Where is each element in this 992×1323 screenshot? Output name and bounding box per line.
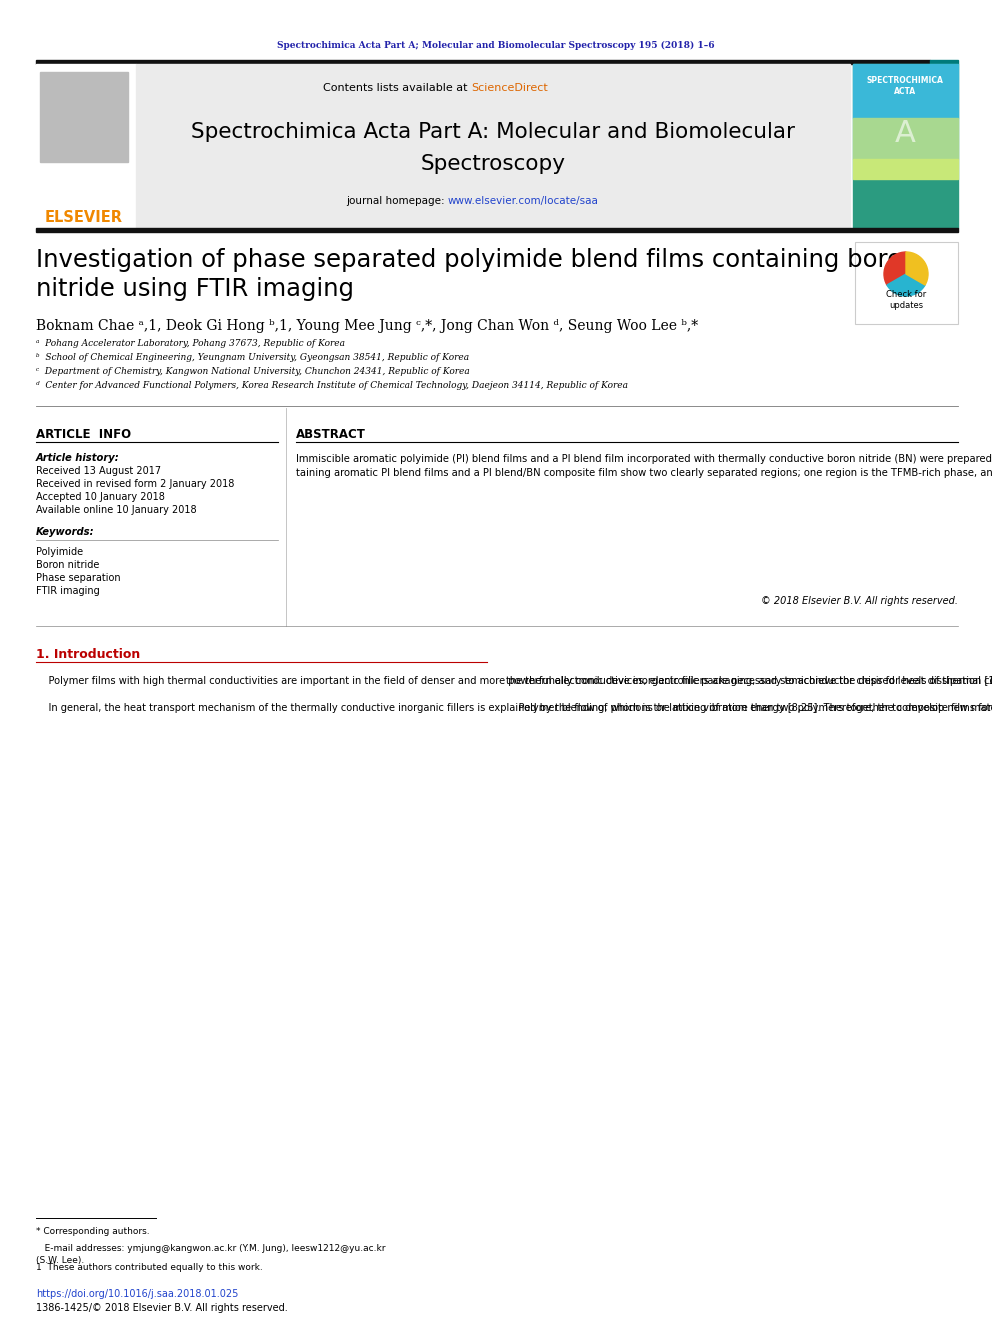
Text: Spectrochimica Acta Part A; Molecular and Biomolecular Spectroscopy 195 (2018) 1: Spectrochimica Acta Part A; Molecular an… xyxy=(277,41,715,49)
Text: Boknam Chae ᵃ,1, Deok Gi Hong ᵇ,1, Young Mee Jung ᶜ,*, Jong Chan Won ᵈ, Seung Wo: Boknam Chae ᵃ,1, Deok Gi Hong ᵇ,1, Young… xyxy=(36,319,698,333)
Text: Polyimide: Polyimide xyxy=(36,546,83,557)
Text: Accepted 10 January 2018: Accepted 10 January 2018 xyxy=(36,492,165,501)
Text: journal homepage:: journal homepage: xyxy=(346,196,448,206)
Text: ᵈ  Center for Advanced Functional Polymers, Korea Research Institute of Chemical: ᵈ Center for Advanced Functional Polymer… xyxy=(36,381,628,390)
Text: * Corresponding authors.: * Corresponding authors. xyxy=(36,1228,150,1237)
Text: Polymer films with high thermal conductivities are important in the field of den: Polymer films with high thermal conducti… xyxy=(36,676,992,713)
Text: ᵇ  School of Chemical Engineering, Yeungnam University, Gyeongsan 38541, Republi: ᵇ School of Chemical Engineering, Yeungn… xyxy=(36,353,469,363)
Text: Contents lists available at: Contents lists available at xyxy=(323,83,471,93)
Bar xyxy=(853,159,958,179)
Text: ᵃ  Pohang Accelerator Laboratory, Pohang 37673, Republic of Korea: ᵃ Pohang Accelerator Laboratory, Pohang … xyxy=(36,340,345,348)
Text: ᶜ  Department of Chemistry, Kangwon National University, Chunchon 24341, Republi: ᶜ Department of Chemistry, Kangwon Natio… xyxy=(36,368,470,377)
Bar xyxy=(855,242,958,324)
Text: ARTICLE  INFO: ARTICLE INFO xyxy=(36,427,131,441)
Bar xyxy=(853,64,958,228)
Bar xyxy=(853,118,958,159)
Text: Keywords:: Keywords: xyxy=(36,527,94,537)
Bar xyxy=(930,60,958,64)
Wedge shape xyxy=(906,251,928,284)
Text: E-mail addresses: ymjung@kangwon.ac.kr (Y.M. Jung), leesw1212@yu.ac.kr
(S.W. Lee: E-mail addresses: ymjung@kangwon.ac.kr (… xyxy=(36,1244,386,1265)
Text: © 2018 Elsevier B.V. All rights reserved.: © 2018 Elsevier B.V. All rights reserved… xyxy=(761,595,958,606)
Text: www.elsevier.com/locate/saa: www.elsevier.com/locate/saa xyxy=(448,196,599,206)
Text: ABSTRACT: ABSTRACT xyxy=(296,427,366,441)
Text: Spectrochimica Acta Part A: Molecular and Biomolecular: Spectrochimica Acta Part A: Molecular an… xyxy=(191,122,795,142)
Text: Spectroscopy: Spectroscopy xyxy=(421,153,565,175)
Text: A: A xyxy=(895,119,916,148)
Bar xyxy=(853,64,958,118)
Text: 1. Introduction: 1. Introduction xyxy=(36,647,140,660)
Wedge shape xyxy=(884,251,906,284)
Text: Received in revised form 2 January 2018: Received in revised form 2 January 2018 xyxy=(36,479,234,490)
Wedge shape xyxy=(887,274,926,296)
Text: ELSEVIER: ELSEVIER xyxy=(45,210,123,225)
Text: 1386-1425/© 2018 Elsevier B.V. All rights reserved.: 1386-1425/© 2018 Elsevier B.V. All right… xyxy=(36,1303,288,1312)
Text: Boron nitride: Boron nitride xyxy=(36,560,99,570)
Text: FTIR imaging: FTIR imaging xyxy=(36,586,100,595)
Bar xyxy=(36,60,930,64)
Text: Check for
updates: Check for updates xyxy=(886,290,927,310)
Text: SPECTROCHIMICA
ACTA: SPECTROCHIMICA ACTA xyxy=(867,77,943,95)
Text: 1  These authors contributed equally to this work.: 1 These authors contributed equally to t… xyxy=(36,1263,263,1273)
Bar xyxy=(36,64,136,228)
Text: Available online 10 January 2018: Available online 10 January 2018 xyxy=(36,505,196,515)
Text: https://doi.org/10.1016/j.saa.2018.01.025: https://doi.org/10.1016/j.saa.2018.01.02… xyxy=(36,1289,238,1299)
Bar xyxy=(136,64,850,228)
Bar xyxy=(36,228,958,232)
Text: ScienceDirect: ScienceDirect xyxy=(471,83,548,93)
Text: the thermally conductive inorganic fillers are necessary to achieve the desired : the thermally conductive inorganic fille… xyxy=(506,676,992,713)
Text: Article history:: Article history: xyxy=(36,452,120,463)
Bar xyxy=(40,71,128,161)
Text: Phase separation: Phase separation xyxy=(36,573,121,583)
Text: Received 13 August 2017: Received 13 August 2017 xyxy=(36,466,161,476)
Text: Investigation of phase separated polyimide blend films containing boron
nitride : Investigation of phase separated polyimi… xyxy=(36,247,918,300)
Text: Immiscible aromatic polyimide (PI) blend films and a PI blend film incorporated : Immiscible aromatic polyimide (PI) blend… xyxy=(296,454,992,478)
